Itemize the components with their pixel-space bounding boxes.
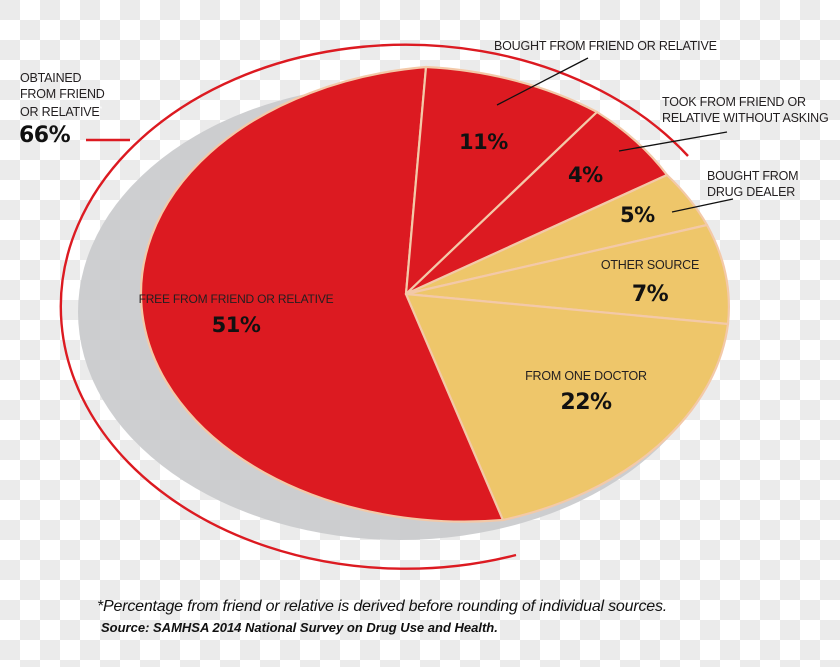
other-pct: 7% (631, 282, 669, 307)
other-label: OTHER SOURCE (600, 258, 700, 272)
took-label-line1: TOOK FROM FRIEND OR (662, 95, 806, 109)
group-label-line3: OR RELATIVE* (20, 105, 103, 120)
dealer-label-line2: DRUG DEALER (707, 185, 796, 199)
group-bracket-arc (59, 43, 689, 570)
group-label-line1: OBTAINED (20, 71, 82, 85)
footnote-source: Source: SAMHSA 2014 National Survey on D… (101, 620, 498, 635)
leader-took (618, 131, 728, 152)
took-pct: 4% (568, 163, 603, 187)
group-label-line2: FROM FRIEND (20, 87, 105, 101)
group-pct: 66% (19, 123, 71, 148)
dealer-label-line1: BOUGHT FROM (707, 169, 799, 183)
took-label-line2: RELATIVE WITHOUT ASKING (662, 111, 829, 125)
dealer-label: BOUGHT FROM DRUG DEALER (707, 168, 799, 200)
slice-one-doctor (404, 292, 730, 522)
footnote-note: *Percentage from friend or relative is d… (97, 598, 667, 615)
doctor-pct: 22% (560, 390, 612, 415)
free-pct: 51% (211, 313, 261, 337)
doctor-label: FROM ONE DOCTOR (525, 369, 647, 383)
dealer-pct: 5% (620, 203, 655, 227)
leader-bought-friend (496, 57, 589, 106)
slice-bought-from-friend (404, 65, 599, 296)
slice-other-source (404, 223, 730, 326)
group-label: OBTAINED FROM FRIEND OR RELATIVE* (20, 70, 105, 120)
slice-free-from-friend (139, 65, 505, 523)
bought-friend-pct: 11% (459, 130, 508, 154)
took-label: TOOK FROM FRIEND OR RELATIVE WITHOUT ASK… (662, 94, 829, 126)
leader-dealer (671, 198, 734, 213)
bought-friend-label: BOUGHT FROM FRIEND OR RELATIVE (494, 39, 717, 53)
free-label: FREE FROM FRIEND OR RELATIVE (138, 292, 334, 306)
